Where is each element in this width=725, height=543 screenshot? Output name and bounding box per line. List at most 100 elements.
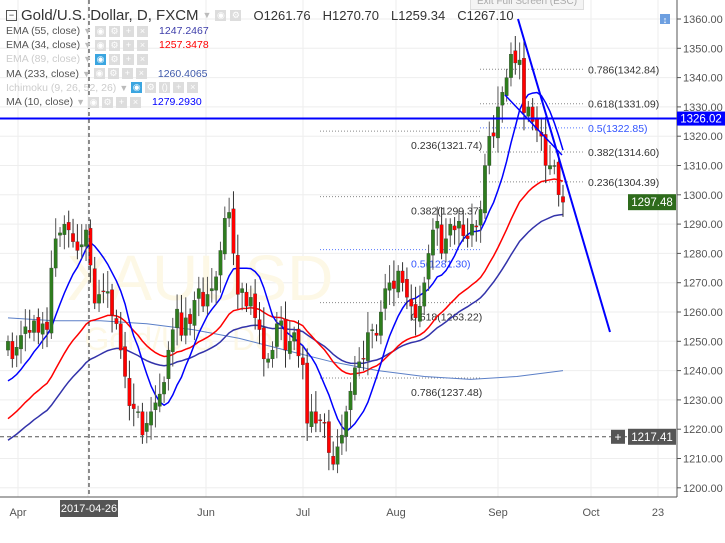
indicator-label[interactable]: EMA (89, close) <box>6 53 81 66</box>
dropdown-icon[interactable]: ▼ <box>202 10 212 20</box>
candle <box>75 224 80 260</box>
dropdown-icon[interactable]: ▼ <box>76 97 86 108</box>
gear-icon[interactable]: ⚙ <box>230 9 242 21</box>
candle-body <box>309 411 314 428</box>
fib-level-label: 0.382(1314.60) <box>588 147 659 159</box>
candle-body <box>153 402 158 411</box>
candle <box>487 121 492 175</box>
source-icon[interactable]: () <box>159 82 171 94</box>
candle <box>261 307 266 377</box>
gear-icon[interactable]: ⚙ <box>109 25 121 37</box>
candle <box>327 409 331 471</box>
candle <box>357 347 362 377</box>
close-icon[interactable]: × <box>130 96 142 108</box>
candle-body <box>105 291 110 294</box>
gear-icon[interactable]: ⚙ <box>109 39 121 51</box>
indicator-label[interactable]: MA (233, close) <box>6 67 79 80</box>
candle-body <box>405 279 409 298</box>
candle <box>366 312 370 376</box>
candle-body <box>361 358 366 360</box>
eye-icon[interactable]: ◉ <box>95 39 107 51</box>
close-icon[interactable]: × <box>187 82 199 94</box>
indicator-label[interactable]: MA (10, close) <box>6 96 74 109</box>
candle <box>318 413 323 433</box>
indicator-row[interactable]: Ichimoku (9, 26, 52, 26) ▼ ◉ ⚙ () + × <box>6 81 514 95</box>
plus-icon[interactable]: + <box>123 39 135 51</box>
candle-body <box>392 280 396 289</box>
dropdown-icon[interactable]: ▼ <box>83 26 93 37</box>
eye-icon[interactable]: ◉ <box>88 96 100 108</box>
plus-icon[interactable]: + <box>116 96 128 108</box>
price-tick-label: 1210.00 <box>683 454 723 466</box>
candle-body <box>253 293 257 319</box>
indicator-row[interactable]: MA (233, close) ▼ ◉ ⚙ + × 1260.4065 <box>6 67 514 81</box>
candle-body <box>192 300 197 326</box>
candle <box>491 115 496 148</box>
candle-body <box>530 106 535 122</box>
candle-body <box>496 106 500 139</box>
close-icon[interactable]: × <box>137 39 149 51</box>
fib-level-label: 0.236(1304.39) <box>588 177 659 189</box>
price-tick-label: 1220.00 <box>683 424 723 436</box>
price-tick-label: 1330.00 <box>683 102 723 114</box>
indicator-label[interactable]: EMA (55, close) <box>6 25 81 38</box>
candle-body <box>188 314 192 324</box>
candle <box>183 297 188 345</box>
indicator-value: 1279.2930 <box>152 96 202 109</box>
plus-icon[interactable]: + <box>123 53 135 65</box>
close-icon[interactable]: × <box>137 25 149 37</box>
indicator-label[interactable]: Ichimoku (9, 26, 52, 26) <box>6 81 117 94</box>
watermark-symbol: XAUUSD <box>67 242 334 314</box>
candle <box>435 206 440 246</box>
gear-icon[interactable]: ⚙ <box>109 53 121 65</box>
candle <box>97 279 101 312</box>
plus-icon[interactable]: + <box>173 82 185 94</box>
symbol-title[interactable]: Gold/U.S. Dollar, D, FXCM <box>21 6 199 24</box>
indicator-label[interactable]: EMA (34, close) <box>6 39 81 52</box>
candle-body <box>517 59 522 65</box>
fibonacci-retracements[interactable]: 0.236(1321.74) 0.382(1299.37) 0.5(1281.30)… <box>320 64 659 399</box>
candle <box>556 153 561 207</box>
candle <box>196 276 201 317</box>
plus-icon[interactable]: + <box>121 68 133 80</box>
trend-line <box>504 94 563 156</box>
dropdown-icon[interactable]: ▼ <box>83 40 93 51</box>
eye-icon[interactable]: ◉ <box>95 53 107 65</box>
candle <box>58 227 62 247</box>
eye-icon[interactable]: ◉ <box>93 68 105 80</box>
close-icon[interactable]: × <box>135 68 147 80</box>
candle <box>118 312 123 359</box>
dropdown-icon[interactable]: ▼ <box>81 68 91 79</box>
candle <box>110 283 114 333</box>
scale-toggle-button[interactable] <box>660 14 670 24</box>
plus-icon[interactable]: + <box>123 25 135 37</box>
candle <box>309 394 314 433</box>
indicator-row[interactable]: EMA (34, close) ▼ ◉ ⚙ + × 1257.3478 <box>6 38 514 52</box>
indicator-row[interactable]: MA (10, close) ▼ ◉ ⚙ + × 1279.2930 <box>6 95 514 109</box>
fib-level-label: 0.786(1342.84) <box>588 64 659 76</box>
indicator-row[interactable]: EMA (55, close) ▼ ◉ ⚙ + × 1247.2467 <box>6 24 514 38</box>
gear-icon[interactable]: ⚙ <box>102 96 114 108</box>
candle-body <box>439 224 444 254</box>
collapse-icon[interactable]: − <box>6 9 17 21</box>
candle <box>209 268 214 303</box>
dropdown-icon[interactable]: ▼ <box>83 54 93 65</box>
candle <box>300 345 305 380</box>
gear-icon[interactable]: ⚙ <box>145 82 157 94</box>
dropdown-icon[interactable]: ▼ <box>119 82 129 93</box>
candle-body <box>131 403 136 409</box>
drawings[interactable] <box>0 0 677 497</box>
eye-icon[interactable]: ◉ <box>131 82 143 94</box>
close-icon[interactable]: × <box>137 53 149 65</box>
eye-icon[interactable]: ◉ <box>215 9 227 21</box>
gear-icon[interactable]: ⚙ <box>107 68 119 80</box>
candle-body <box>435 221 440 229</box>
exit-fullscreen-button[interactable]: Exit Full Screen (ESC) <box>470 0 585 10</box>
crosshair-plus-button[interactable] <box>611 429 625 444</box>
fib-level-label: 0.5(1281.30) <box>411 259 471 271</box>
indicator-row[interactable]: EMA (89, close) ▼ ◉ ⚙ + × <box>6 52 514 66</box>
price-tick-label: 1270.00 <box>683 278 723 290</box>
eye-icon[interactable]: ◉ <box>95 25 107 37</box>
candle-body <box>45 321 49 330</box>
